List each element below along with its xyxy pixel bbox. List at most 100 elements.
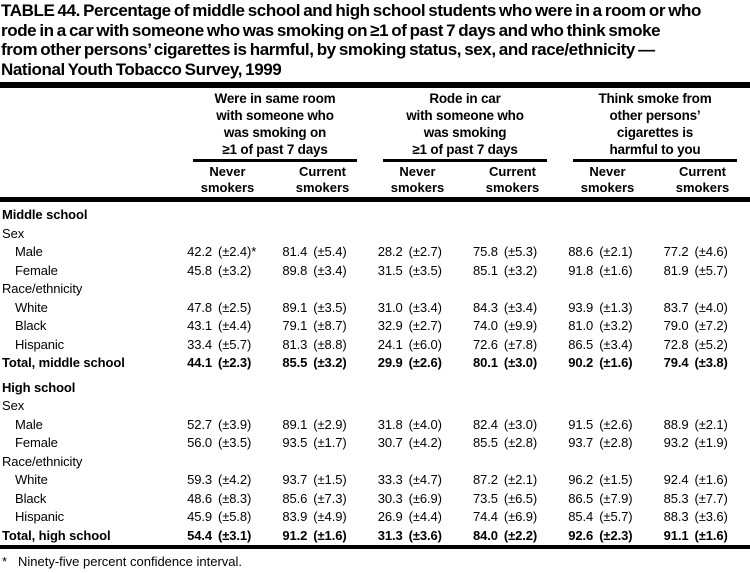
cell-value: 59.3 bbox=[187, 472, 212, 487]
data-cell: 92.6 (±2.3) bbox=[559, 527, 654, 546]
cell-value: 72.8 bbox=[663, 336, 689, 352]
cell-value: 91.5 bbox=[568, 416, 594, 432]
footnote-text: Ninety-five percent confidence interval. bbox=[18, 554, 243, 569]
cell-value: 91.1 bbox=[663, 527, 689, 543]
data-cell: 54.4 (±3.1) bbox=[178, 527, 273, 546]
row-label: Hispanic bbox=[15, 336, 65, 352]
cell-value: 56.0 bbox=[187, 435, 212, 450]
data-cell: 44.1 (±2.3) bbox=[178, 354, 273, 373]
cell-value: 86.5 bbox=[568, 490, 594, 506]
cell-confidence-interval: (±3.2) bbox=[599, 318, 633, 333]
cell-value: 89.1 bbox=[282, 299, 308, 315]
row-label: Hispanic bbox=[15, 509, 65, 524]
data-cell: 87.2 (±2.1) bbox=[464, 471, 559, 490]
footnote: * Ninety-five percent confidence interval… bbox=[0, 554, 750, 570]
row-label: Race/ethnicity bbox=[2, 453, 83, 469]
cell-value: 72.6 bbox=[472, 336, 498, 352]
data-cell: 93.5 (±1.7) bbox=[273, 434, 368, 453]
cell-confidence-interval: (±1.6) bbox=[599, 355, 633, 370]
data-cell: 85.5 (±2.8) bbox=[464, 434, 559, 453]
cell-value: 74.0 bbox=[472, 318, 498, 333]
data-cell: 84.0 (±2.2) bbox=[464, 527, 559, 546]
data-cell: 72.6 (±7.8) bbox=[464, 336, 559, 355]
cell-value: 93.2 bbox=[663, 435, 689, 450]
table-row: White 47.8 (±2.5) 89.1 (±3.5) 31.0 (±3.4) 84.3 (… bbox=[0, 299, 750, 318]
cell-confidence-interval: (±2.3) bbox=[218, 355, 252, 370]
data-cell: 52.7 (±3.9) bbox=[178, 416, 273, 435]
data-cell: 75.8 (±5.3) bbox=[464, 243, 559, 262]
table-row: Black 43.1 (±4.4) 79.1 (±8.7) 32.9 (±2.7) 74.0 (… bbox=[0, 317, 750, 336]
cell-confidence-interval: (±1.6) bbox=[313, 527, 347, 543]
table-row: Hispanic 45.9 (±5.8) 83.9 (±4.9) 26.9 (±4.4) 74… bbox=[0, 508, 750, 527]
cell-value: 45.8 bbox=[187, 262, 212, 278]
data-cell: 89.1 (±2.9) bbox=[273, 416, 368, 435]
data-cell: 85.5 (±3.2) bbox=[273, 354, 368, 373]
data-cell: 43.1 (±4.4) bbox=[178, 317, 273, 336]
cell-value: 85.4 bbox=[568, 509, 594, 524]
cell-confidence-interval: (±2.7) bbox=[408, 318, 442, 333]
cell-value: 93.9 bbox=[568, 299, 594, 315]
data-cell: 72.8 (±5.2) bbox=[654, 336, 749, 355]
cell-value: 28.2 bbox=[377, 244, 403, 259]
cell-value: 45.9 bbox=[187, 509, 212, 524]
column-group-same-room: Were in same room with someone who was s… bbox=[180, 90, 370, 197]
row-label: Race/ethnicity bbox=[2, 281, 83, 296]
cell-value: 83.7 bbox=[663, 299, 689, 315]
cell-confidence-interval: (±2.9) bbox=[313, 416, 347, 432]
cell-value: 82.4 bbox=[472, 416, 498, 432]
cell-confidence-interval: (±1.3) bbox=[599, 299, 633, 315]
cell-value: 92.4 bbox=[663, 472, 689, 487]
cell-value: 84.0 bbox=[472, 527, 498, 543]
cell-confidence-interval: (±4.4) bbox=[218, 318, 252, 333]
table-row: White 59.3 (±4.2) 93.7 (±1.5) 33.3 (±4.7) 87.2 (… bbox=[0, 471, 750, 490]
cell-value: 87.2 bbox=[472, 472, 498, 487]
top-rule bbox=[0, 82, 750, 88]
column-group-underline bbox=[573, 159, 737, 162]
table-row: High school bbox=[0, 379, 750, 398]
data-cell: 82.4 (±3.0) bbox=[464, 416, 559, 435]
row-label: Middle school bbox=[2, 207, 88, 222]
cell-value: 44.1 bbox=[187, 355, 212, 370]
data-cell: 85.4 (±5.7) bbox=[559, 508, 654, 527]
cell-confidence-interval: (±3.6) bbox=[408, 527, 442, 543]
cell-value: 30.3 bbox=[377, 490, 403, 506]
data-cell: 85.3 (±7.7) bbox=[654, 490, 749, 509]
data-cell: 86.5 (±3.4) bbox=[559, 336, 654, 355]
data-cell: 45.8 (±3.2) bbox=[178, 262, 273, 281]
data-cell: 91.1 (±1.6) bbox=[654, 527, 749, 546]
sub-header-current-smokers: Current smokers bbox=[485, 164, 540, 195]
data-cell: 28.2 (±2.7) bbox=[369, 243, 464, 262]
data-cell: 31.8 (±4.0) bbox=[369, 416, 464, 435]
data-cell: 93.7 (±1.5) bbox=[273, 471, 368, 490]
cell-value: 54.4 bbox=[187, 527, 212, 543]
cell-value: 88.9 bbox=[663, 416, 689, 432]
cell-confidence-interval: (±7.7) bbox=[694, 490, 728, 506]
data-cell: 74.4 (±6.9) bbox=[464, 508, 559, 527]
data-cell: 81.9 (±5.7) bbox=[654, 262, 749, 281]
cell-value: 77.2 bbox=[663, 244, 689, 259]
table-row: Sex bbox=[0, 397, 750, 416]
data-cell: 32.9 (±2.7) bbox=[369, 317, 464, 336]
table-row: Sex bbox=[0, 225, 750, 244]
cell-confidence-interval: (±1.9) bbox=[694, 435, 728, 450]
cell-confidence-interval: (±4.0) bbox=[408, 416, 442, 432]
cell-value: 31.8 bbox=[377, 416, 403, 432]
table-row: Male 52.7 (±3.9) 89.1 (±2.9) 31.8 (±4.0) 82.4 (±… bbox=[0, 416, 750, 435]
cell-value: 31.0 bbox=[377, 299, 403, 315]
cell-confidence-interval: (±7.9) bbox=[599, 490, 633, 506]
table-row: Female 56.0 (±3.5) 93.5 (±1.7) 30.7 (±4.2) 85.5… bbox=[0, 434, 750, 453]
data-cell: 26.9 (±4.4) bbox=[369, 508, 464, 527]
cell-confidence-interval: (±2.1) bbox=[694, 416, 728, 432]
cell-value: 88.6 bbox=[568, 244, 594, 259]
cell-confidence-interval: (±5.7) bbox=[218, 336, 252, 352]
cell-confidence-interval: (±3.4) bbox=[503, 299, 538, 315]
cell-confidence-interval: (±3.0) bbox=[503, 416, 538, 432]
sub-header-row: Never smokers Current smokers bbox=[370, 162, 560, 197]
data-cell: 79.1 (±8.7) bbox=[273, 317, 368, 336]
data-cell: 85.6 (±7.3) bbox=[273, 490, 368, 509]
cell-confidence-interval: (±8.7) bbox=[313, 318, 347, 333]
cell-confidence-interval: (±3.4) bbox=[408, 299, 442, 315]
table-row: Middle school bbox=[0, 206, 750, 225]
cell-value: 26.9 bbox=[377, 509, 403, 524]
data-cell: 84.3 (±3.4) bbox=[464, 299, 559, 318]
